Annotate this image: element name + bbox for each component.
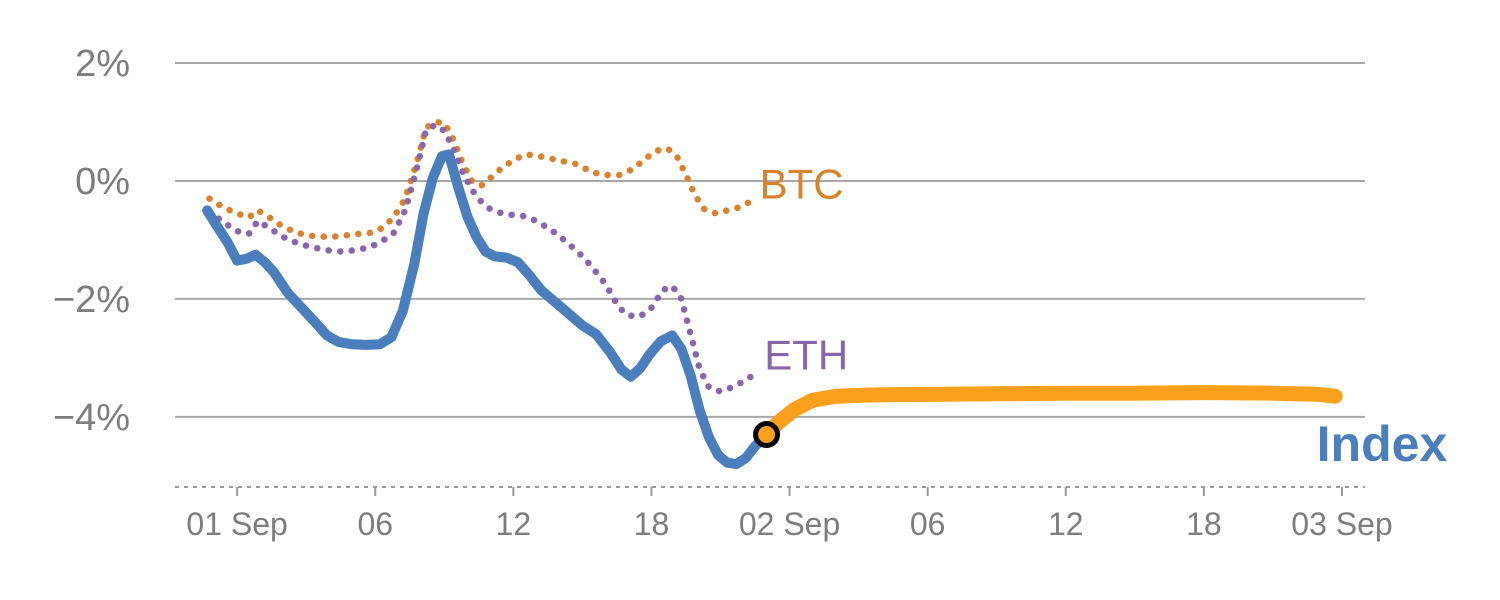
x-axis-tick-label: 06 bbox=[357, 506, 393, 542]
x-axis-tick-label: 18 bbox=[634, 506, 670, 542]
index-forecast-line bbox=[759, 385, 1343, 442]
eth-label: ETH bbox=[764, 332, 848, 379]
y-axis-tick-label: 2% bbox=[75, 43, 130, 85]
y-axis-tick-label: 0% bbox=[75, 161, 130, 203]
index-label: Index bbox=[1317, 416, 1448, 472]
x-axis-tick-label: 12 bbox=[496, 506, 532, 542]
btc-label: BTC bbox=[760, 161, 844, 208]
x-axis-tick-label: 18 bbox=[1186, 506, 1222, 542]
x-axis-tick-label: 03 Sep bbox=[1291, 506, 1392, 542]
y-axis-tick-label: −4% bbox=[53, 397, 130, 439]
x-axis-tick-label: 06 bbox=[910, 506, 946, 542]
y-axis-tick-label: −2% bbox=[53, 279, 130, 321]
x-axis-tick-label: 12 bbox=[1048, 506, 1084, 542]
x-axis-tick-label: 01 Sep bbox=[186, 506, 287, 542]
index-line bbox=[202, 149, 772, 469]
x-axis-tick-label: 02 Sep bbox=[739, 506, 840, 542]
eth-line bbox=[206, 121, 756, 395]
btc-line bbox=[206, 118, 754, 241]
current-value-marker bbox=[753, 421, 781, 449]
